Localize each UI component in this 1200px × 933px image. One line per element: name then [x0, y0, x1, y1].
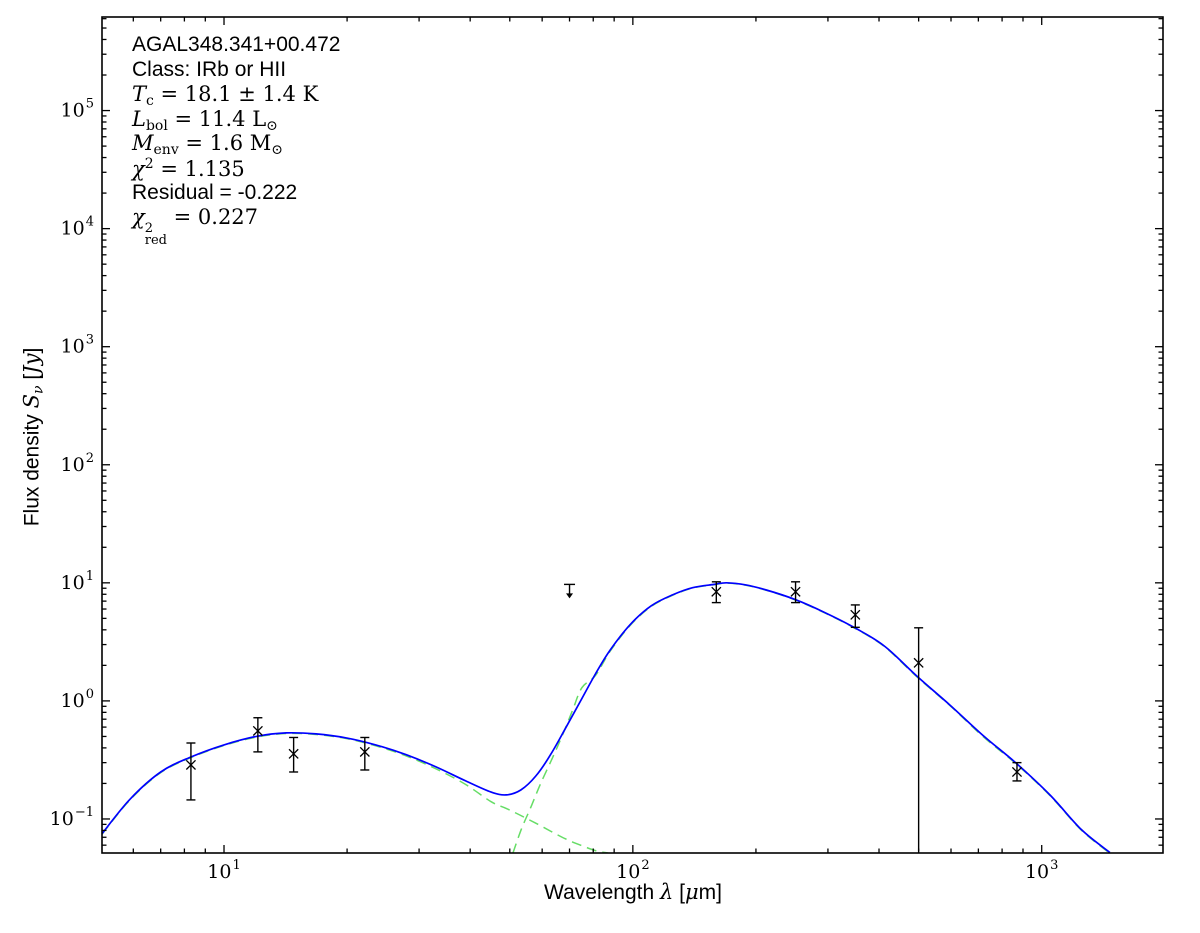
data-point-errorbar [1011, 761, 1023, 782]
model-curves [102, 581, 1111, 853]
x-marker [711, 586, 722, 597]
data-point-errorbar [850, 604, 861, 629]
envelope-mass-text: Menv = 1.6 M⊙ [132, 131, 283, 159]
tick-label: 10−1 [50, 805, 94, 830]
tick-label: 100 [61, 687, 94, 712]
tick-label: 103 [61, 333, 94, 358]
tick-label: 103 [1025, 858, 1058, 883]
x-marker [913, 657, 924, 668]
data-point-errorbar [711, 581, 722, 604]
tick-label: 101 [61, 569, 94, 594]
data-point-errorbar [185, 742, 196, 801]
tick-label: 105 [61, 97, 94, 122]
x-marker [359, 746, 370, 757]
data-point-errorbar [288, 736, 299, 773]
source-name-text: AGAL348.341+00.472 [132, 33, 341, 56]
cold-component-curve [512, 582, 1111, 853]
tick-label: 102 [61, 451, 94, 476]
x-marker [1011, 766, 1023, 778]
data-point-errorbar [790, 581, 801, 604]
data-point-errorbar [252, 717, 263, 753]
total-model-fit-curve [102, 581, 1111, 853]
y-axis-label: Flux density Sν [Jy] [19, 347, 47, 527]
x-marker [288, 748, 299, 759]
axis-ticks [102, 17, 1163, 853]
fit-parameters-annotation: AGAL348.341+00.472 Class: IRb or HII Tc = … [132, 33, 341, 249]
tick-label: 102 [616, 858, 649, 883]
tick-label: 104 [61, 215, 94, 240]
data-point-errorbar [359, 736, 370, 771]
reduced-chi-squared-text: χ 2 red = 0.227 [132, 205, 259, 249]
x-axis-label: Wavelength λ [μm] [544, 880, 722, 904]
data-point-errorbar [913, 627, 924, 852]
tick-labels: 101 102 103 10−1 100 101 102 103 104 105 [50, 97, 1059, 883]
dust-temperature-text: Tc = 18.1 ± 1.4 K [132, 82, 319, 110]
x-marker [252, 725, 263, 736]
x-marker [185, 759, 196, 770]
warm-component-curve [102, 732, 609, 853]
classification-text: Class: IRb or HII [132, 57, 287, 81]
chi-squared-text: χ2 = 1.135 [132, 155, 245, 181]
data-points [185, 581, 1023, 852]
residual-text: Residual = -0.222 [132, 180, 298, 204]
upper-limit-marker [564, 583, 576, 599]
x-marker [850, 609, 861, 620]
bolometric-luminosity-text: Lbol = 11.4 L⊙ [132, 106, 278, 134]
tick-label: 101 [207, 858, 240, 883]
stacked-script: 2 red [144, 221, 167, 249]
x-marker [790, 586, 801, 597]
